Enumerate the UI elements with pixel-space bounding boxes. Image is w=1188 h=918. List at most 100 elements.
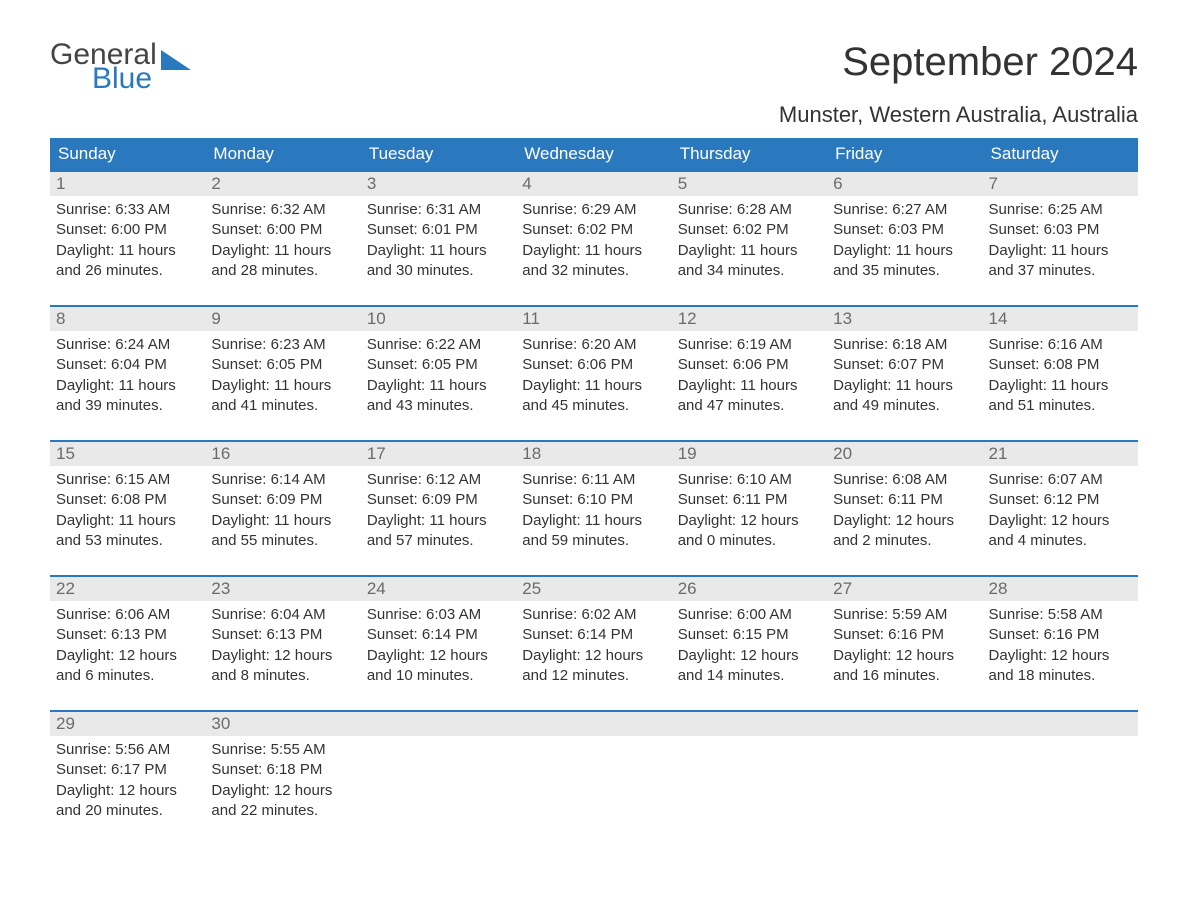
daylight-text-1: Daylight: 12 hours bbox=[989, 511, 1132, 531]
day-body: Sunrise: 5:59 AMSunset: 6:16 PMDaylight:… bbox=[827, 601, 982, 692]
day-number: 27 bbox=[827, 577, 982, 601]
day-cell: 13Sunrise: 6:18 AMSunset: 6:07 PMDayligh… bbox=[827, 307, 982, 422]
day-number: 28 bbox=[983, 577, 1138, 601]
sunset-text: Sunset: 6:07 PM bbox=[833, 355, 976, 375]
sunrise-text: Sunrise: 6:12 AM bbox=[367, 470, 510, 490]
day-cell: 21Sunrise: 6:07 AMSunset: 6:12 PMDayligh… bbox=[983, 442, 1138, 557]
day-body: Sunrise: 6:19 AMSunset: 6:06 PMDaylight:… bbox=[672, 331, 827, 422]
day-cell: 18Sunrise: 6:11 AMSunset: 6:10 PMDayligh… bbox=[516, 442, 671, 557]
daylight-text-2: and 45 minutes. bbox=[522, 396, 665, 416]
day-cell: 11Sunrise: 6:20 AMSunset: 6:06 PMDayligh… bbox=[516, 307, 671, 422]
sunset-text: Sunset: 6:10 PM bbox=[522, 490, 665, 510]
day-number: 16 bbox=[205, 442, 360, 466]
day-body: Sunrise: 6:02 AMSunset: 6:14 PMDaylight:… bbox=[516, 601, 671, 692]
daylight-text-2: and 37 minutes. bbox=[989, 261, 1132, 281]
daylight-text-1: Daylight: 12 hours bbox=[522, 646, 665, 666]
week-row: 22Sunrise: 6:06 AMSunset: 6:13 PMDayligh… bbox=[50, 575, 1138, 692]
day-number: 5 bbox=[672, 172, 827, 196]
week-row: 1Sunrise: 6:33 AMSunset: 6:00 PMDaylight… bbox=[50, 170, 1138, 287]
daylight-text-1: Daylight: 11 hours bbox=[211, 376, 354, 396]
daylight-text-2: and 43 minutes. bbox=[367, 396, 510, 416]
daylight-text-1: Daylight: 11 hours bbox=[56, 376, 199, 396]
sunrise-text: Sunrise: 6:27 AM bbox=[833, 200, 976, 220]
day-number: 13 bbox=[827, 307, 982, 331]
daylight-text-2: and 16 minutes. bbox=[833, 666, 976, 686]
sunset-text: Sunset: 6:01 PM bbox=[367, 220, 510, 240]
day-number: 14 bbox=[983, 307, 1138, 331]
day-body: Sunrise: 6:16 AMSunset: 6:08 PMDaylight:… bbox=[983, 331, 1138, 422]
sunrise-text: Sunrise: 6:29 AM bbox=[522, 200, 665, 220]
day-number: 22 bbox=[50, 577, 205, 601]
day-number: 20 bbox=[827, 442, 982, 466]
sunrise-text: Sunrise: 6:02 AM bbox=[522, 605, 665, 625]
day-cell: 27Sunrise: 5:59 AMSunset: 6:16 PMDayligh… bbox=[827, 577, 982, 692]
sunset-text: Sunset: 6:05 PM bbox=[367, 355, 510, 375]
daylight-text-1: Daylight: 12 hours bbox=[989, 646, 1132, 666]
sunrise-text: Sunrise: 6:03 AM bbox=[367, 605, 510, 625]
sunset-text: Sunset: 6:13 PM bbox=[211, 625, 354, 645]
sunset-text: Sunset: 6:08 PM bbox=[56, 490, 199, 510]
day-cell: 30Sunrise: 5:55 AMSunset: 6:18 PMDayligh… bbox=[205, 712, 360, 827]
day-number: 6 bbox=[827, 172, 982, 196]
daylight-text-2: and 0 minutes. bbox=[678, 531, 821, 551]
day-cell: 22Sunrise: 6:06 AMSunset: 6:13 PMDayligh… bbox=[50, 577, 205, 692]
sunset-text: Sunset: 6:17 PM bbox=[56, 760, 199, 780]
day-cell: 1Sunrise: 6:33 AMSunset: 6:00 PMDaylight… bbox=[50, 172, 205, 287]
daylight-text-2: and 20 minutes. bbox=[56, 801, 199, 821]
sunset-text: Sunset: 6:02 PM bbox=[522, 220, 665, 240]
daylight-text-2: and 41 minutes. bbox=[211, 396, 354, 416]
sunset-text: Sunset: 6:12 PM bbox=[989, 490, 1132, 510]
daylight-text-1: Daylight: 11 hours bbox=[833, 376, 976, 396]
day-body: Sunrise: 6:11 AMSunset: 6:10 PMDaylight:… bbox=[516, 466, 671, 557]
day-cell: 23Sunrise: 6:04 AMSunset: 6:13 PMDayligh… bbox=[205, 577, 360, 692]
day-cell: 26Sunrise: 6:00 AMSunset: 6:15 PMDayligh… bbox=[672, 577, 827, 692]
daylight-text-1: Daylight: 12 hours bbox=[56, 781, 199, 801]
week-row: 8Sunrise: 6:24 AMSunset: 6:04 PMDaylight… bbox=[50, 305, 1138, 422]
daylight-text-2: and 34 minutes. bbox=[678, 261, 821, 281]
daylight-text-1: Daylight: 12 hours bbox=[678, 646, 821, 666]
daylight-text-2: and 35 minutes. bbox=[833, 261, 976, 281]
dow-sunday: Sunday bbox=[50, 138, 205, 170]
calendar: Sunday Monday Tuesday Wednesday Thursday… bbox=[50, 138, 1138, 827]
daylight-text-1: Daylight: 11 hours bbox=[522, 241, 665, 261]
daylight-text-2: and 18 minutes. bbox=[989, 666, 1132, 686]
day-number: 24 bbox=[361, 577, 516, 601]
day-number: 17 bbox=[361, 442, 516, 466]
day-number: 23 bbox=[205, 577, 360, 601]
sunset-text: Sunset: 6:06 PM bbox=[678, 355, 821, 375]
day-cell: 15Sunrise: 6:15 AMSunset: 6:08 PMDayligh… bbox=[50, 442, 205, 557]
daylight-text-2: and 47 minutes. bbox=[678, 396, 821, 416]
day-cell: 19Sunrise: 6:10 AMSunset: 6:11 PMDayligh… bbox=[672, 442, 827, 557]
daylight-text-2: and 32 minutes. bbox=[522, 261, 665, 281]
day-number: 25 bbox=[516, 577, 671, 601]
daylight-text-2: and 2 minutes. bbox=[833, 531, 976, 551]
day-cell: 6Sunrise: 6:27 AMSunset: 6:03 PMDaylight… bbox=[827, 172, 982, 287]
dow-friday: Friday bbox=[827, 138, 982, 170]
day-cell: 24Sunrise: 6:03 AMSunset: 6:14 PMDayligh… bbox=[361, 577, 516, 692]
daylight-text-1: Daylight: 11 hours bbox=[367, 511, 510, 531]
daylight-text-2: and 57 minutes. bbox=[367, 531, 510, 551]
sunrise-text: Sunrise: 6:11 AM bbox=[522, 470, 665, 490]
day-body: Sunrise: 6:22 AMSunset: 6:05 PMDaylight:… bbox=[361, 331, 516, 422]
daylight-text-1: Daylight: 12 hours bbox=[833, 646, 976, 666]
daylight-text-2: and 26 minutes. bbox=[56, 261, 199, 281]
day-body: Sunrise: 6:00 AMSunset: 6:15 PMDaylight:… bbox=[672, 601, 827, 692]
sunset-text: Sunset: 6:11 PM bbox=[678, 490, 821, 510]
day-number bbox=[672, 712, 827, 736]
daylight-text-1: Daylight: 12 hours bbox=[211, 781, 354, 801]
day-body: Sunrise: 5:58 AMSunset: 6:16 PMDaylight:… bbox=[983, 601, 1138, 692]
day-cell bbox=[361, 712, 516, 827]
day-number: 21 bbox=[983, 442, 1138, 466]
daylight-text-2: and 10 minutes. bbox=[367, 666, 510, 686]
day-number: 29 bbox=[50, 712, 205, 736]
day-body: Sunrise: 6:18 AMSunset: 6:07 PMDaylight:… bbox=[827, 331, 982, 422]
sunrise-text: Sunrise: 6:28 AM bbox=[678, 200, 821, 220]
day-body: Sunrise: 6:25 AMSunset: 6:03 PMDaylight:… bbox=[983, 196, 1138, 287]
day-cell: 5Sunrise: 6:28 AMSunset: 6:02 PMDaylight… bbox=[672, 172, 827, 287]
sunset-text: Sunset: 6:14 PM bbox=[522, 625, 665, 645]
day-cell: 4Sunrise: 6:29 AMSunset: 6:02 PMDaylight… bbox=[516, 172, 671, 287]
day-cell: 12Sunrise: 6:19 AMSunset: 6:06 PMDayligh… bbox=[672, 307, 827, 422]
sunrise-text: Sunrise: 6:16 AM bbox=[989, 335, 1132, 355]
day-body: Sunrise: 6:27 AMSunset: 6:03 PMDaylight:… bbox=[827, 196, 982, 287]
daylight-text-1: Daylight: 11 hours bbox=[989, 376, 1132, 396]
